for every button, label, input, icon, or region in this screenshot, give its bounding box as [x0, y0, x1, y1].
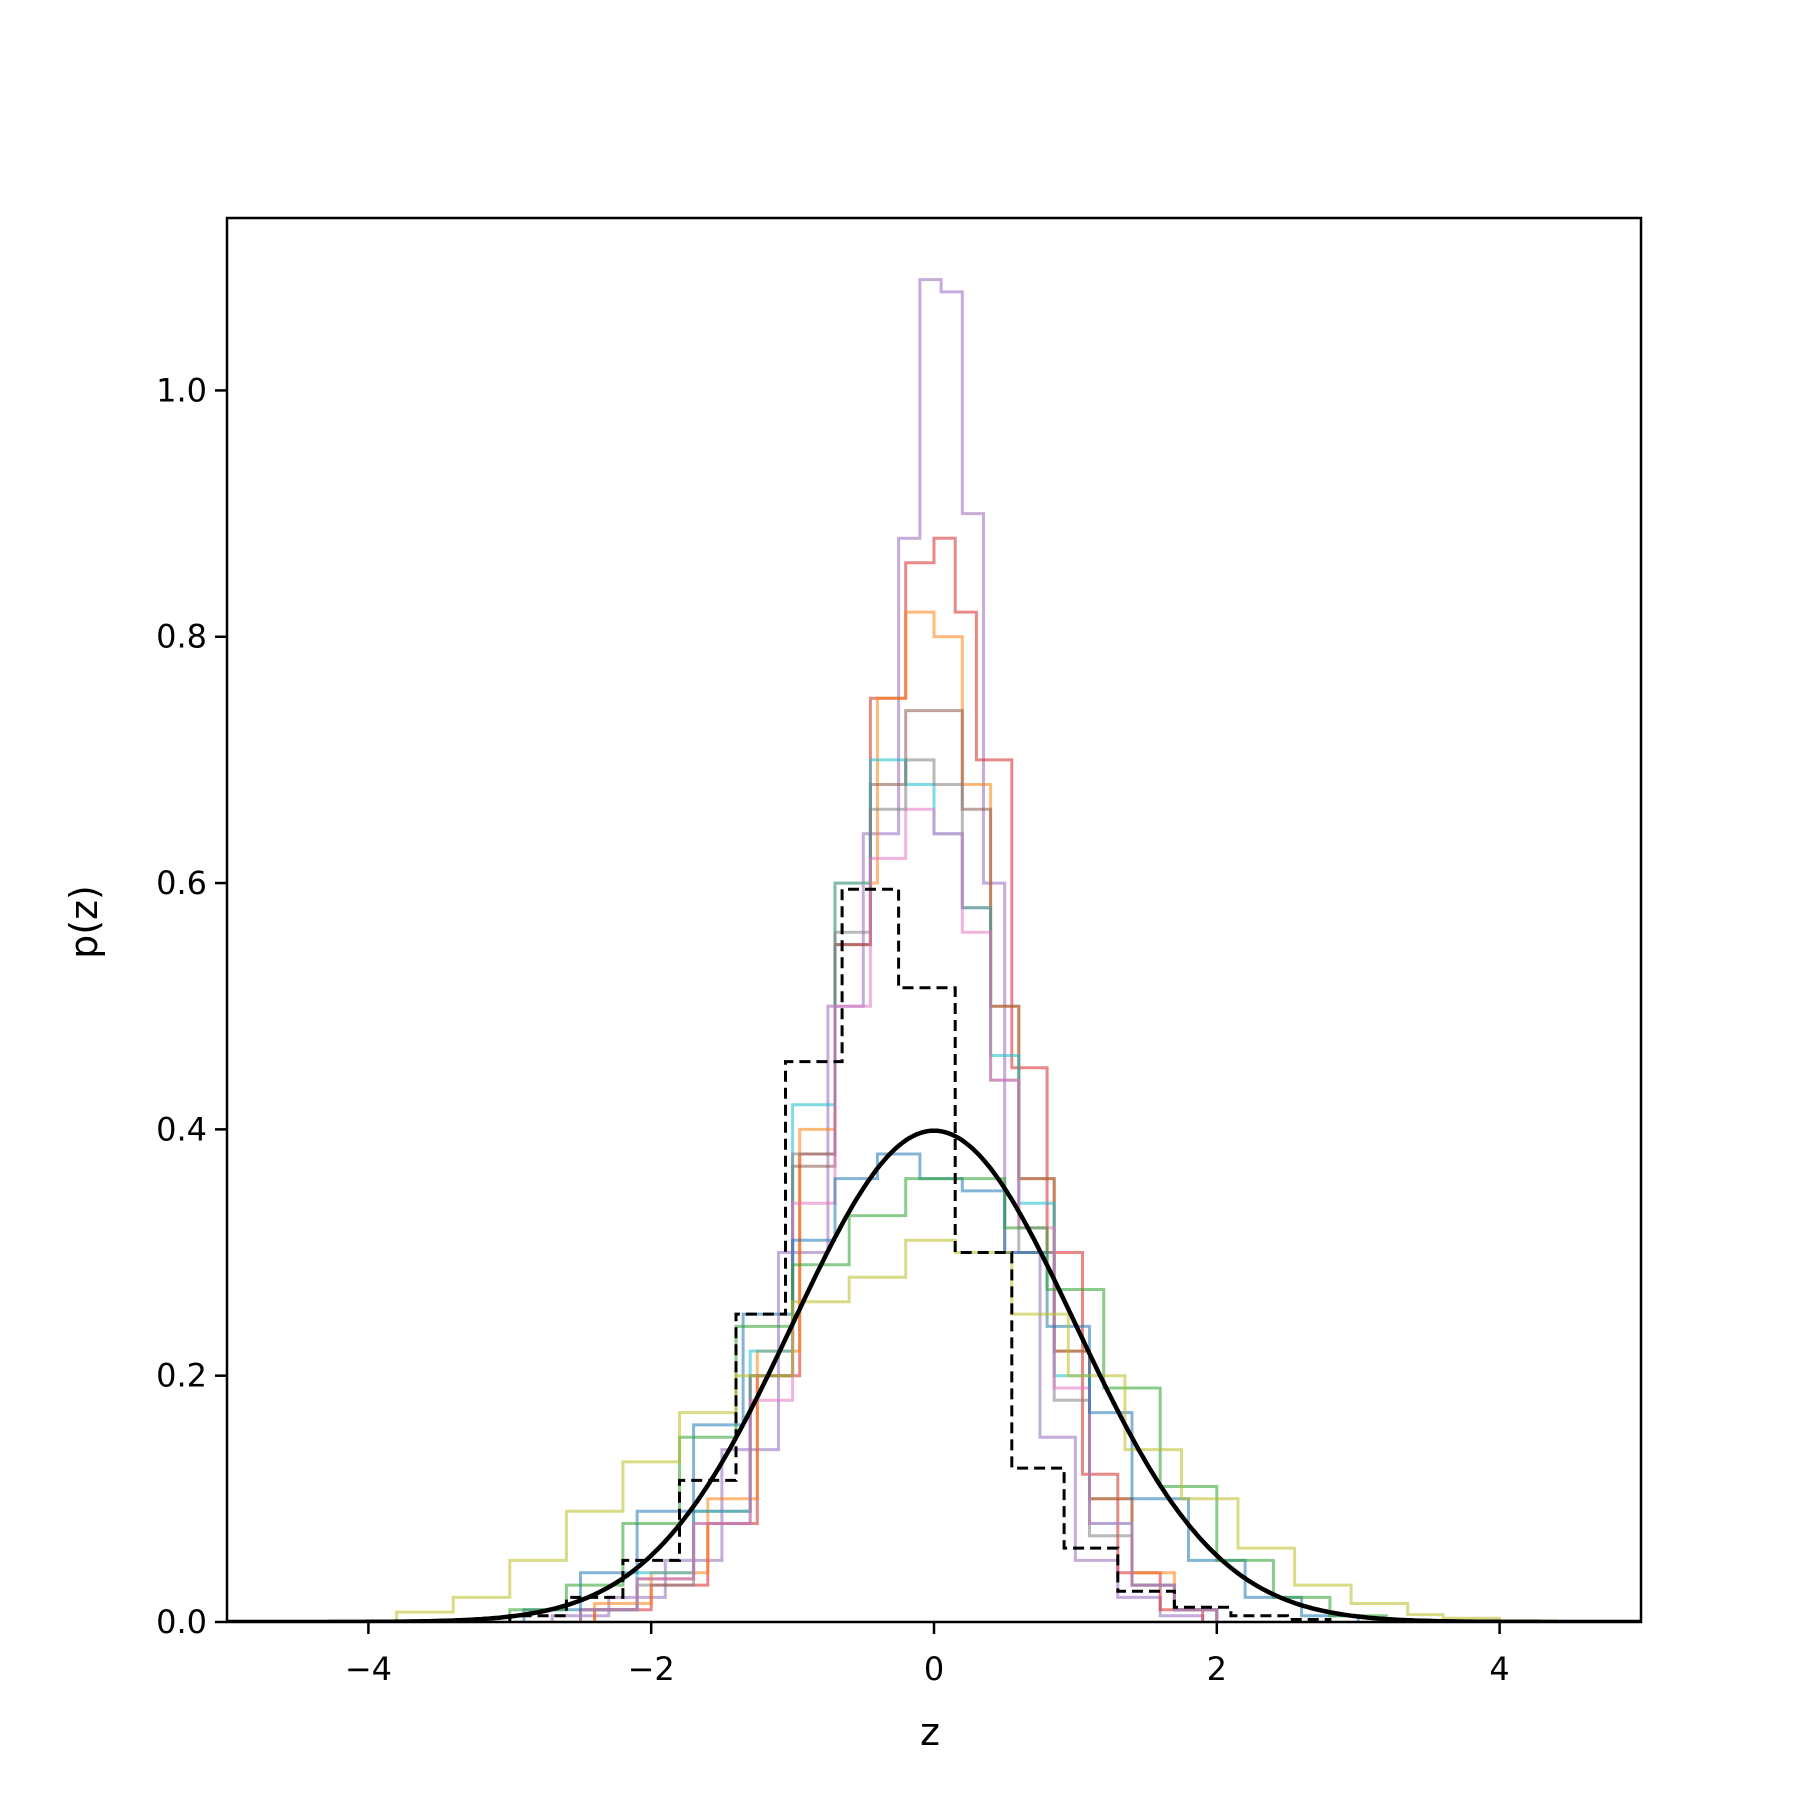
- y-axis-label: p(z): [62, 885, 106, 959]
- plot-frame: [225, 216, 1643, 1624]
- plot-area: [227, 278, 1641, 1622]
- normal-pdf-curve: [227, 1128, 1641, 1622]
- axes-layer: −4 −2 0 2 4 0.0 0.2 0.4 0.6 0.8 1.0: [156, 216, 1643, 1688]
- histogram-series-4: [579, 709, 1219, 1622]
- reference-histogram-dashed: [508, 887, 1332, 1622]
- histogram-series-5: [579, 758, 1219, 1622]
- x-axis-label: z: [920, 1710, 940, 1754]
- histogram-series-9: [508, 1177, 1388, 1622]
- x-tick-label: −4: [345, 1650, 392, 1688]
- y-tick-label: 0.4: [156, 1110, 207, 1148]
- y-tick-label: 0.0: [156, 1603, 207, 1641]
- x-tick-label: 2: [1207, 1650, 1227, 1688]
- y-tick-label: 1.0: [156, 371, 207, 409]
- x-tick-label: −2: [628, 1650, 675, 1688]
- histogram-series-1: [550, 278, 1205, 1622]
- histogram-series-8: [522, 1152, 1360, 1622]
- y-tick-label: 0.6: [156, 864, 207, 902]
- histogram-series-6: [579, 758, 1219, 1622]
- y-tick-label: 0.8: [156, 618, 207, 656]
- histogram-series-10: [395, 1238, 1558, 1622]
- x-tick-label: 4: [1489, 1650, 1509, 1688]
- y-tick-label: 0.2: [156, 1357, 207, 1395]
- series-layer: [227, 278, 1641, 1622]
- histogram-series-7: [579, 807, 1219, 1622]
- x-tick-label: 0: [924, 1650, 944, 1688]
